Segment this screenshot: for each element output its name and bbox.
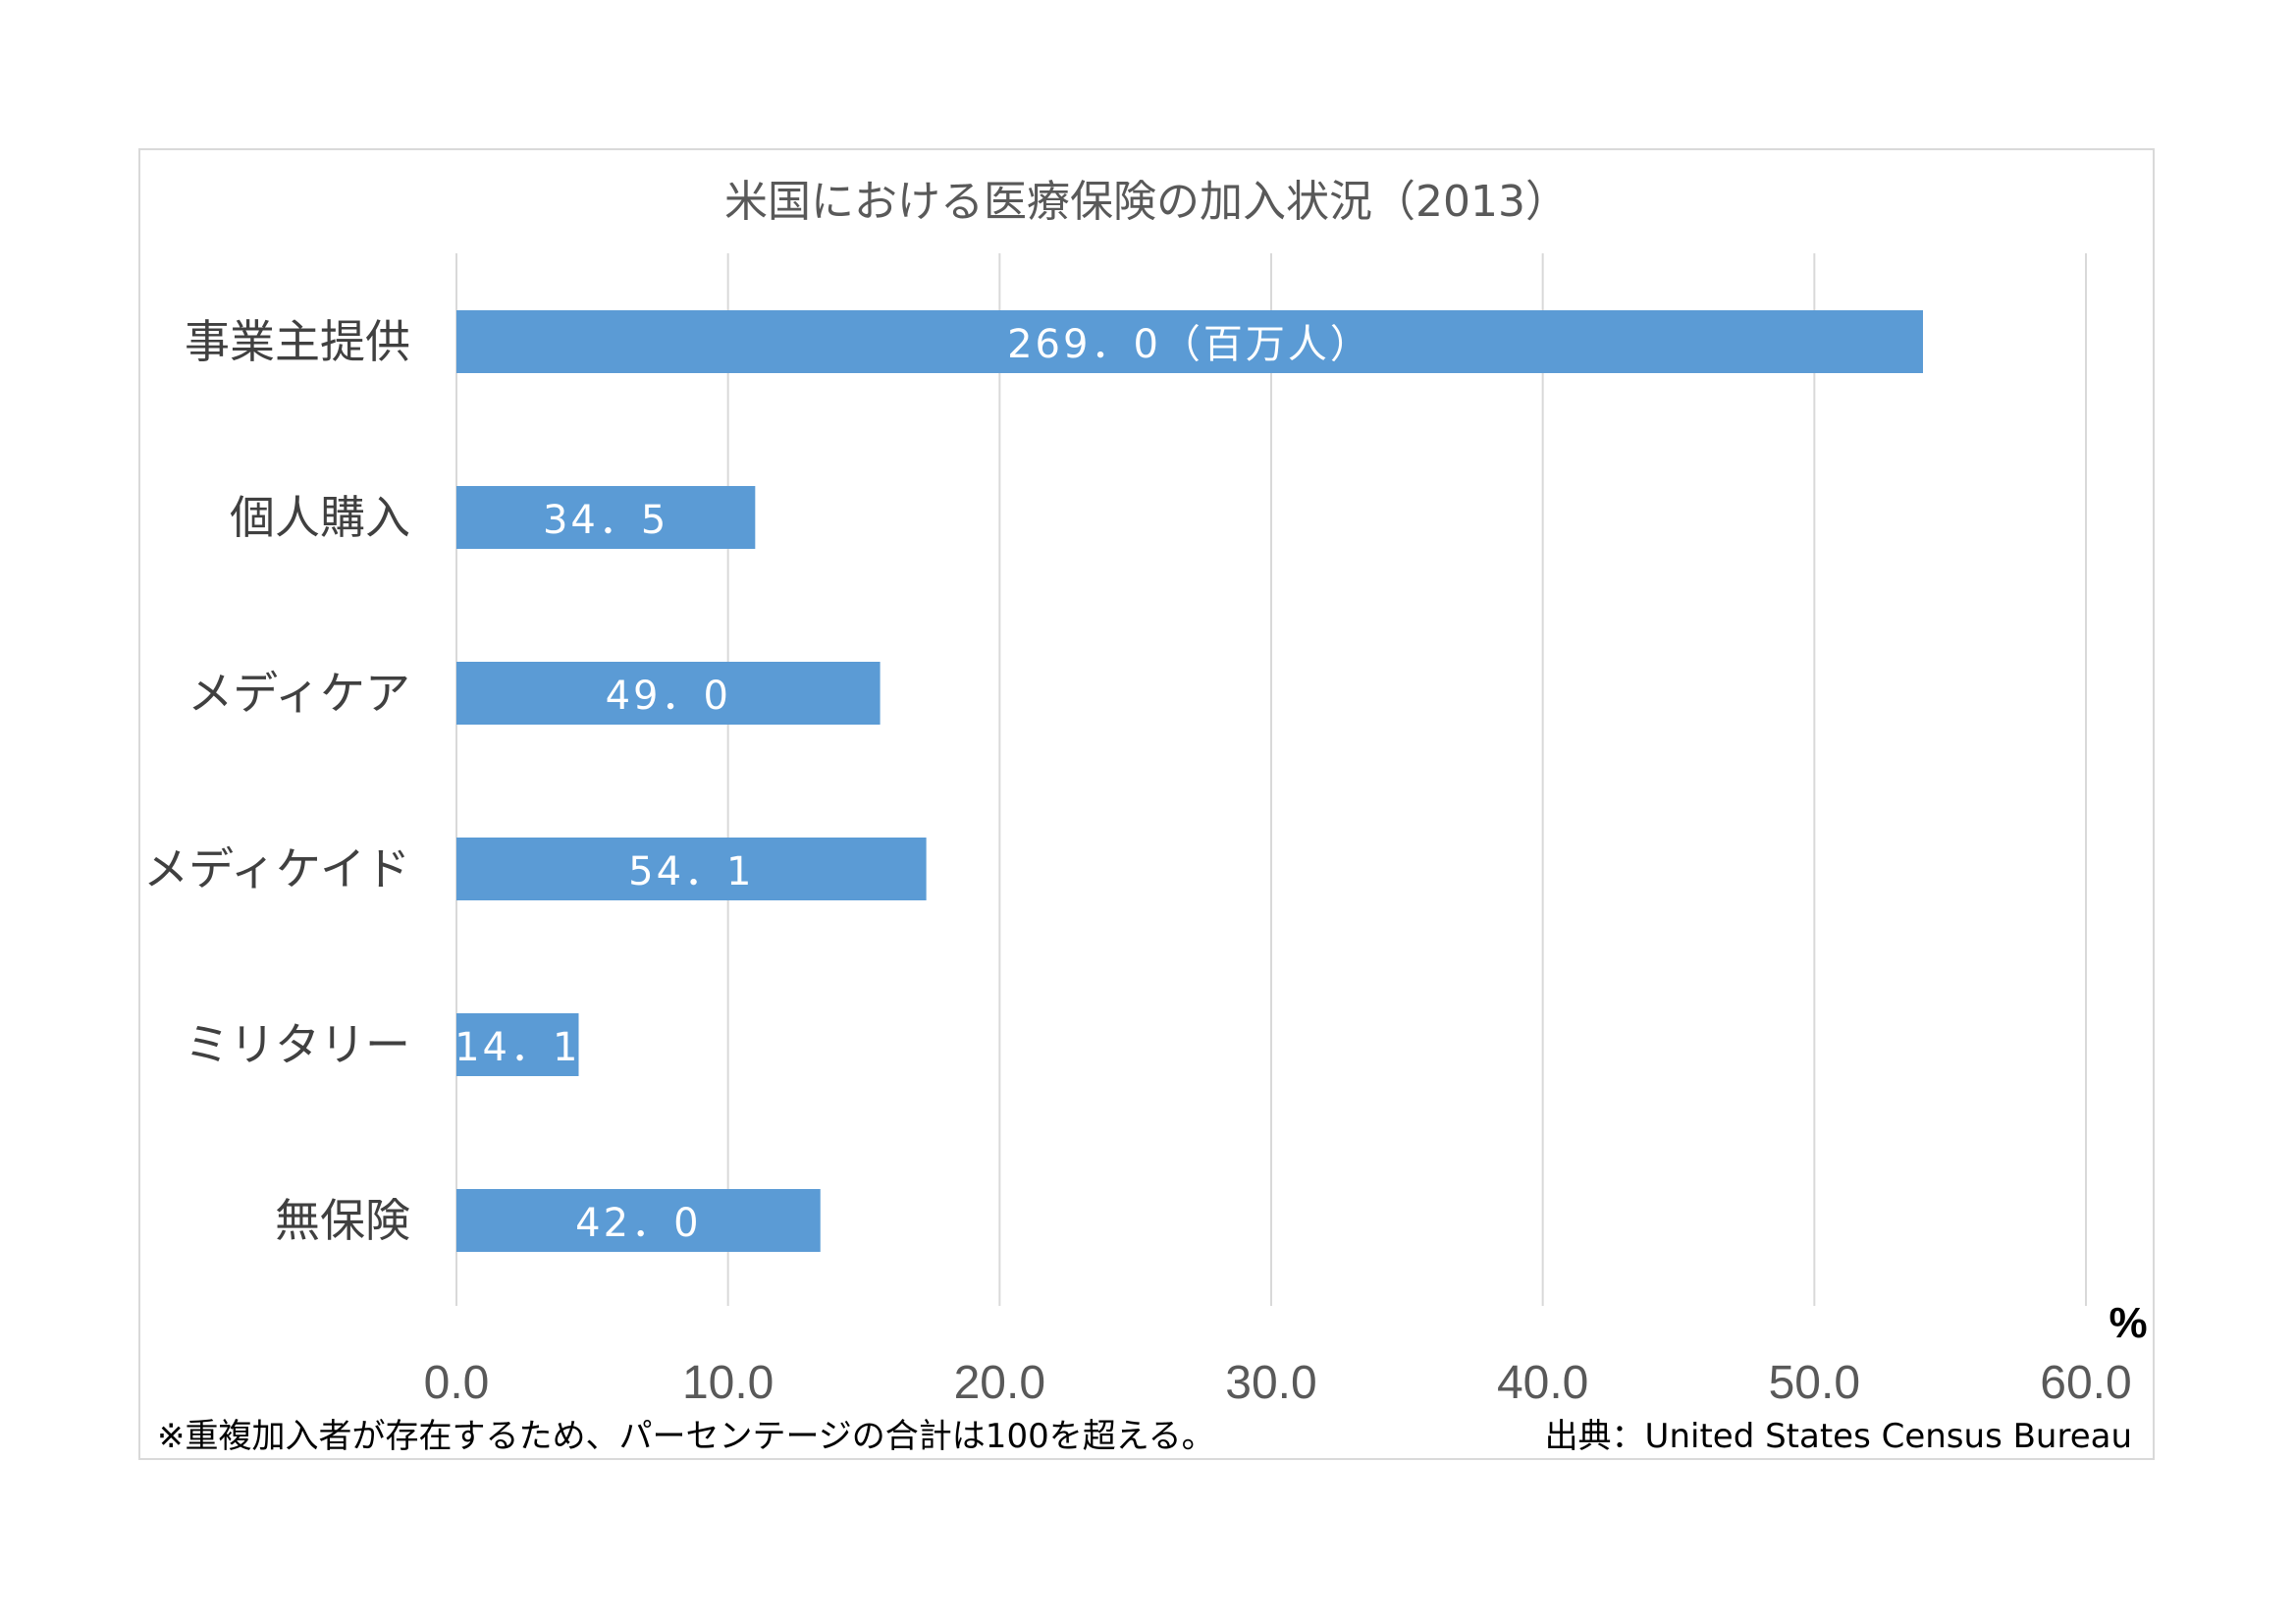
x-tick-label: 60.0 (2040, 1357, 2131, 1409)
bar (456, 1189, 821, 1252)
category-label: メディケア (187, 667, 410, 720)
category-label: 事業主提供 (185, 315, 410, 368)
category-label: ミリタリー (185, 1018, 410, 1071)
x-tick-label: 50.0 (1769, 1357, 1860, 1409)
x-tick-label: 10.0 (682, 1357, 774, 1409)
data-label: 34．5 (543, 498, 668, 543)
category-label: 無保険 (275, 1194, 410, 1247)
source-credit: 出典：United States Census Bureau (1545, 1417, 2132, 1456)
data-label: 54．1 (628, 849, 754, 894)
x-tick-label: 30.0 (1225, 1357, 1316, 1409)
x-tick-label: 0.0 (424, 1357, 490, 1409)
x-tick-label: 20.0 (954, 1357, 1045, 1409)
bars (456, 310, 1923, 1252)
category-label: 個人購入 (230, 491, 410, 544)
data-label: 42．0 (575, 1201, 701, 1246)
bar (456, 662, 881, 725)
unit-label: % (2109, 1299, 2147, 1347)
data-labels: 269．0（百万人） 34．5 49．0 54．1 14．1 42．0 (454, 322, 1372, 1246)
footnote: ※重複加入者が存在するため、パーセンテージの合計は100を超える。 (157, 1417, 1215, 1456)
gridlines (455, 253, 2087, 1306)
bar (456, 486, 756, 549)
data-label: 14．1 (454, 1025, 580, 1070)
x-axis-ticks: 0.0 10.0 20.0 30.0 40.0 50.0 60.0 (424, 1357, 2132, 1409)
bar (456, 310, 1923, 373)
bar (456, 838, 927, 900)
data-label: 49．0 (606, 674, 731, 719)
chart-title: 米国における医療保険の加入状況（2013） (724, 177, 1569, 227)
bar (456, 1013, 579, 1076)
x-tick-label: 40.0 (1497, 1357, 1588, 1409)
category-label: メディケイド (143, 842, 410, 895)
data-label: 269．0（百万人） (1007, 322, 1372, 367)
